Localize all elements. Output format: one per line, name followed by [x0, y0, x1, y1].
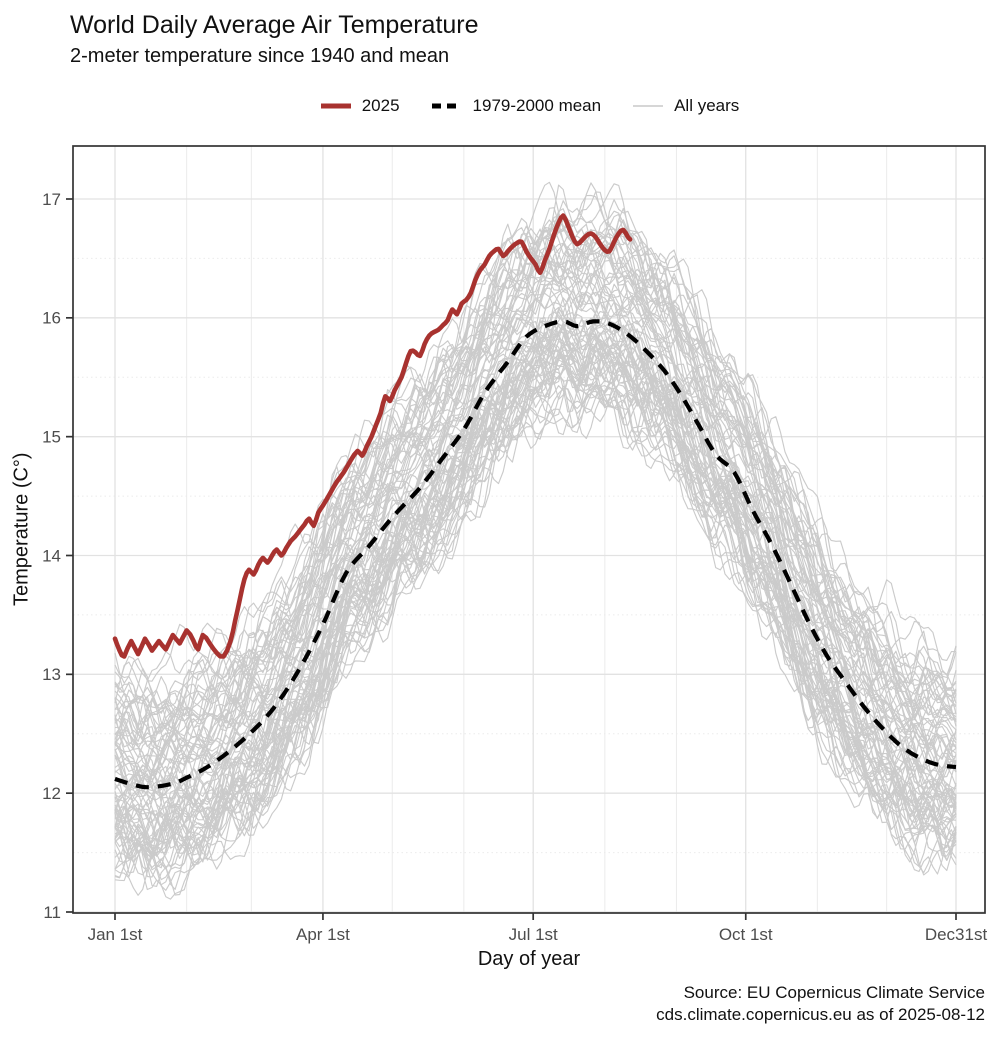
y-tick-label: 13 [42, 665, 61, 684]
all-years-line [114, 182, 957, 684]
x-tick-label: Apr 1st [296, 925, 350, 944]
legend-item-all-years: All years [631, 96, 739, 116]
y-tick-label: 12 [42, 784, 61, 803]
all-years-line [114, 228, 957, 768]
x-tick-label: Oct 1st [719, 925, 773, 944]
legend-item-2025: 2025 [319, 96, 400, 116]
all-years-line [114, 334, 957, 853]
all-years-line [114, 334, 957, 848]
y-tick-label: 16 [42, 309, 61, 328]
source-caption-line2: cds.climate.copernicus.eu as of 2025-08-… [656, 1005, 985, 1024]
x-tick-label: Jan 1st [88, 925, 143, 944]
legend: 2025 1979-2000 mean All years [73, 96, 985, 116]
all-years-line [114, 386, 957, 896]
legend-key-2025-line-icon [320, 103, 351, 109]
page-subtitle: 2-meter temperature since 1940 and mean [70, 45, 450, 67]
y-tick-label: 11 [43, 903, 61, 922]
all-years-line [114, 385, 957, 881]
y-axis-title: Temperature (C°) [10, 452, 33, 607]
all-years-line [114, 317, 957, 798]
y-tick-label: 17 [42, 190, 61, 209]
series-2025-line [112, 213, 633, 659]
legend-label-mean: 1979-2000 mean [472, 96, 602, 115]
page-title: World Daily Average Air Temperature [70, 11, 479, 39]
all-years-line [114, 388, 957, 886]
y-tick-label: 14 [42, 546, 61, 565]
panel-border [72, 145, 986, 914]
all-years-line [114, 240, 957, 753]
legend-label-2025: 2025 [361, 96, 400, 115]
all-years-line [114, 194, 957, 724]
legend-label-all-years: All years [674, 96, 740, 115]
series-mean-line [114, 319, 957, 790]
legend-key-all-years-line-icon [633, 105, 664, 107]
x-tick-label: Jul 1st [509, 925, 558, 944]
all-years-line [114, 318, 957, 843]
legend-item-mean: 1979-2000 mean [430, 96, 602, 116]
source-caption: Source: EU Copernicus Climate Service cd… [656, 982, 985, 1026]
all-years-line [114, 343, 957, 871]
x-tick-label: Dec31st [925, 925, 988, 944]
all-years-line [114, 219, 957, 716]
all-years-line [114, 228, 957, 727]
y-tick-label: 15 [42, 427, 61, 446]
all-years-line [114, 184, 957, 718]
all-years-line [114, 323, 957, 817]
all-years-line [114, 310, 957, 790]
all-years-lines-group [114, 181, 957, 900]
all-years-line [114, 362, 957, 876]
source-caption-line1: Source: EU Copernicus Climate Service [683, 983, 985, 1002]
x-axis-title: Day of year [477, 948, 581, 970]
all-years-line [114, 332, 957, 857]
all-years-line [114, 317, 957, 802]
legend-key-mean-dashed-line-icon [431, 103, 462, 109]
